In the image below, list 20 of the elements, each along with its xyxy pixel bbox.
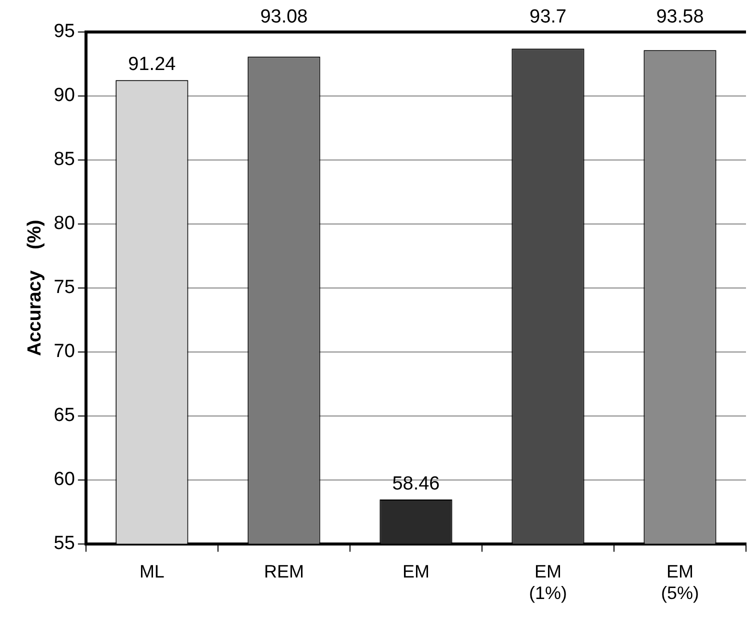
y-tick-label: 95 — [54, 21, 75, 42]
y-tick-label: 60 — [54, 469, 75, 490]
data-label: 93.7 — [529, 6, 566, 28]
y-tick-label: 55 — [54, 533, 75, 554]
y-tick-label: 85 — [54, 149, 75, 170]
x-tick-label: EM — [402, 562, 430, 582]
data-label: 58.46 — [392, 473, 440, 494]
y-tick-label: 75 — [54, 277, 75, 298]
x-tick-label: EM (5%) — [660, 562, 699, 604]
y-tick-label: 65 — [54, 405, 75, 426]
y-tick-label: 80 — [54, 213, 75, 234]
x-tick-label: EM (1%) — [528, 562, 567, 604]
data-label: 93.58 — [656, 6, 704, 28]
y-tick-label: 70 — [54, 341, 75, 362]
x-tick-label: REM — [264, 562, 304, 582]
x-tick-label: ML — [139, 562, 164, 582]
data-label: 91.24 — [128, 54, 176, 75]
y-tick-label: 90 — [54, 85, 75, 106]
y-axis-title: Accuracy (%) — [24, 220, 46, 356]
data-label: 93.08 — [260, 6, 308, 28]
